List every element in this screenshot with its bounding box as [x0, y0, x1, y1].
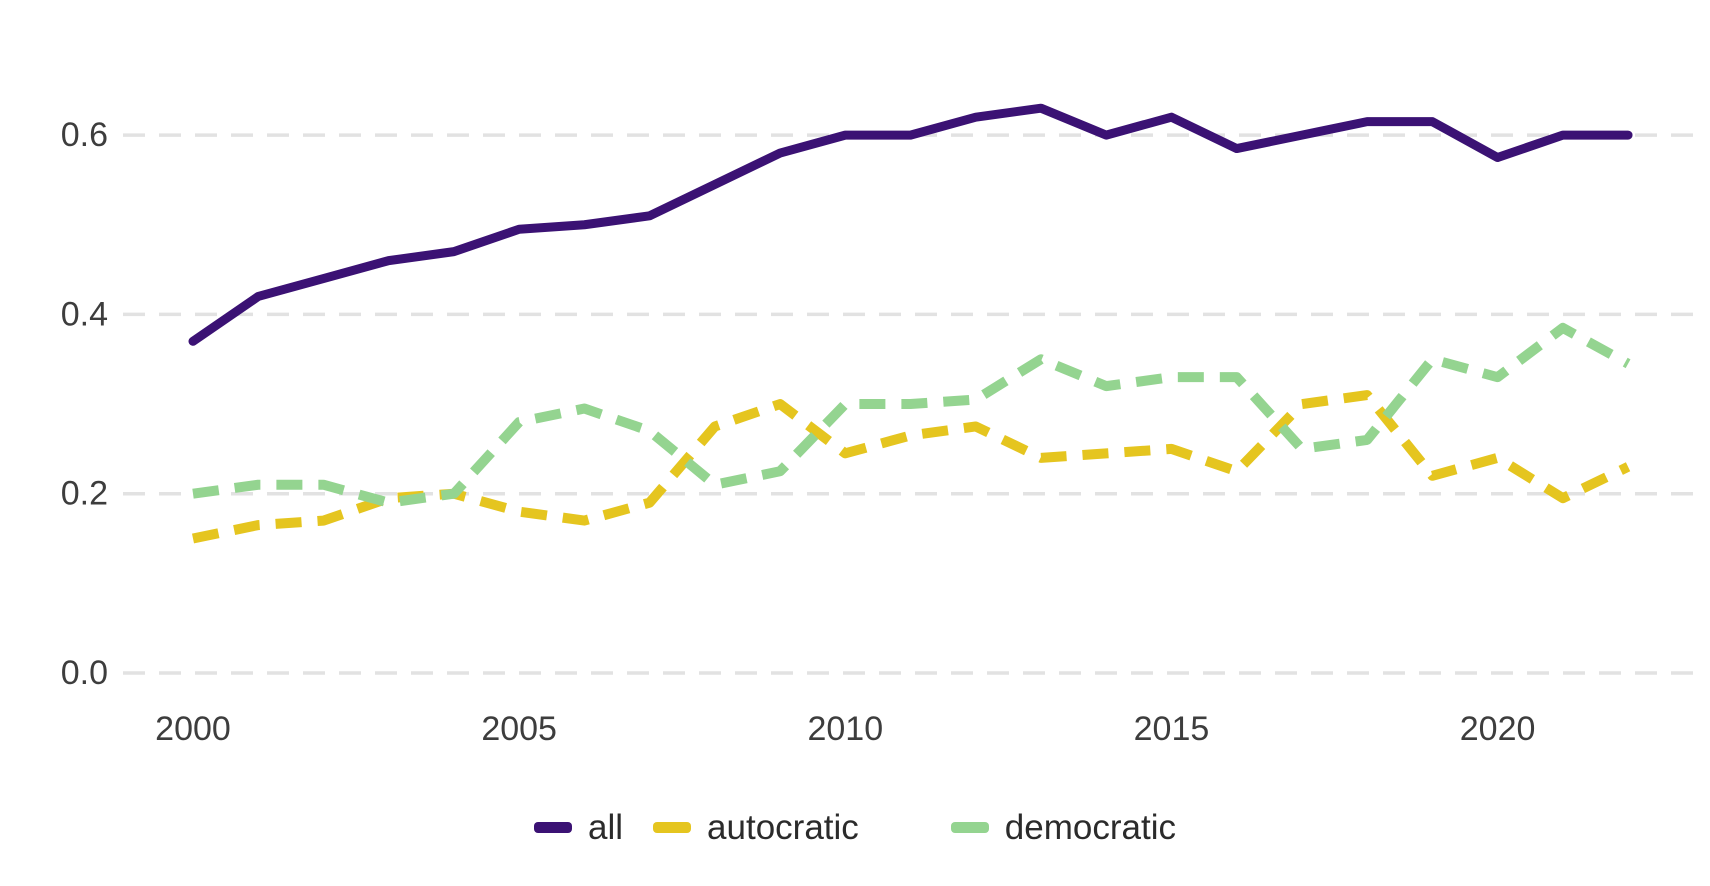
x-tick-label: 2000: [155, 710, 231, 748]
series-line-autocratic: [191, 390, 1631, 544]
series-line-all: [188, 103, 1633, 346]
x-tick-label: 2010: [807, 710, 883, 748]
y-tick-label: 0.4: [61, 295, 108, 333]
series-line-democratic: [192, 322, 1631, 508]
y-tick-label: 0.6: [61, 116, 108, 154]
x-tick-label: 2005: [481, 710, 557, 748]
y-tick-label: 0.0: [61, 654, 108, 692]
y-tick-label: 0.2: [61, 475, 108, 513]
x-tick-label: 2020: [1460, 710, 1536, 748]
x-tick-label: 2015: [1134, 710, 1210, 748]
